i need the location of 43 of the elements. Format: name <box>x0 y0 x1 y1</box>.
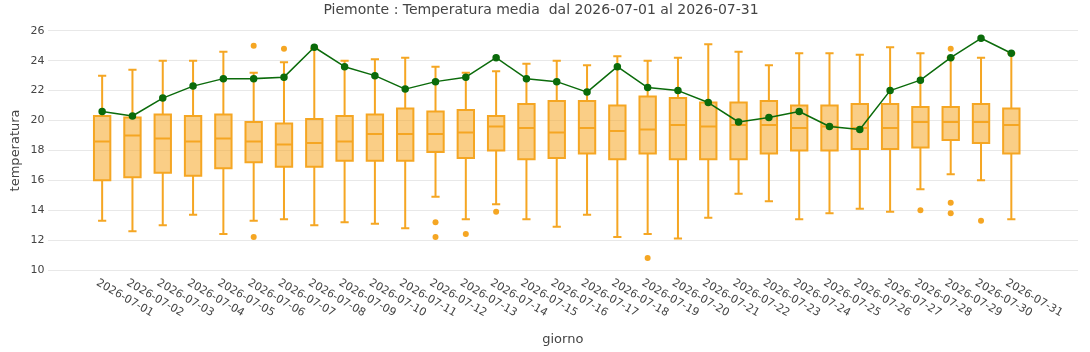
point <box>98 107 106 116</box>
point <box>795 107 803 116</box>
point <box>371 71 379 80</box>
point <box>886 86 894 95</box>
y-tick-label: 18 <box>30 143 45 157</box>
point <box>977 34 985 43</box>
point <box>159 94 167 102</box>
point <box>280 73 288 81</box>
y-tick-label: 26 <box>30 23 45 37</box>
point <box>462 73 470 81</box>
y-tick-label: 20 <box>30 113 45 127</box>
point <box>643 83 652 92</box>
y-tick-label: 24 <box>30 53 45 67</box>
point <box>552 77 561 86</box>
x-axis-title: giorno <box>542 331 584 347</box>
point <box>1007 49 1016 57</box>
y-tick-label: 14 <box>30 203 45 217</box>
point <box>613 62 622 71</box>
point <box>401 85 409 93</box>
point <box>916 76 925 84</box>
point <box>704 98 713 107</box>
point <box>492 53 500 62</box>
point <box>310 43 319 51</box>
point <box>249 74 258 83</box>
point <box>856 125 864 134</box>
y-tick-label: 12 <box>30 232 45 246</box>
y-axis-title: temperatura <box>7 109 23 192</box>
point <box>734 118 743 126</box>
point <box>825 122 834 131</box>
point <box>219 74 228 83</box>
y-tick-label: 16 <box>30 173 45 187</box>
point <box>522 74 531 83</box>
point <box>583 88 591 96</box>
point <box>340 62 349 71</box>
point <box>189 82 197 90</box>
point <box>431 77 440 86</box>
point <box>674 86 682 95</box>
y-tick-label: 22 <box>30 83 45 97</box>
point <box>765 113 773 122</box>
point <box>946 53 955 62</box>
chart-title: Piemonte : Temperatura media dal 2026-07-01 al 2026-07-31 <box>323 1 759 18</box>
point <box>128 112 137 120</box>
y-tick-label: 10 <box>30 262 45 276</box>
